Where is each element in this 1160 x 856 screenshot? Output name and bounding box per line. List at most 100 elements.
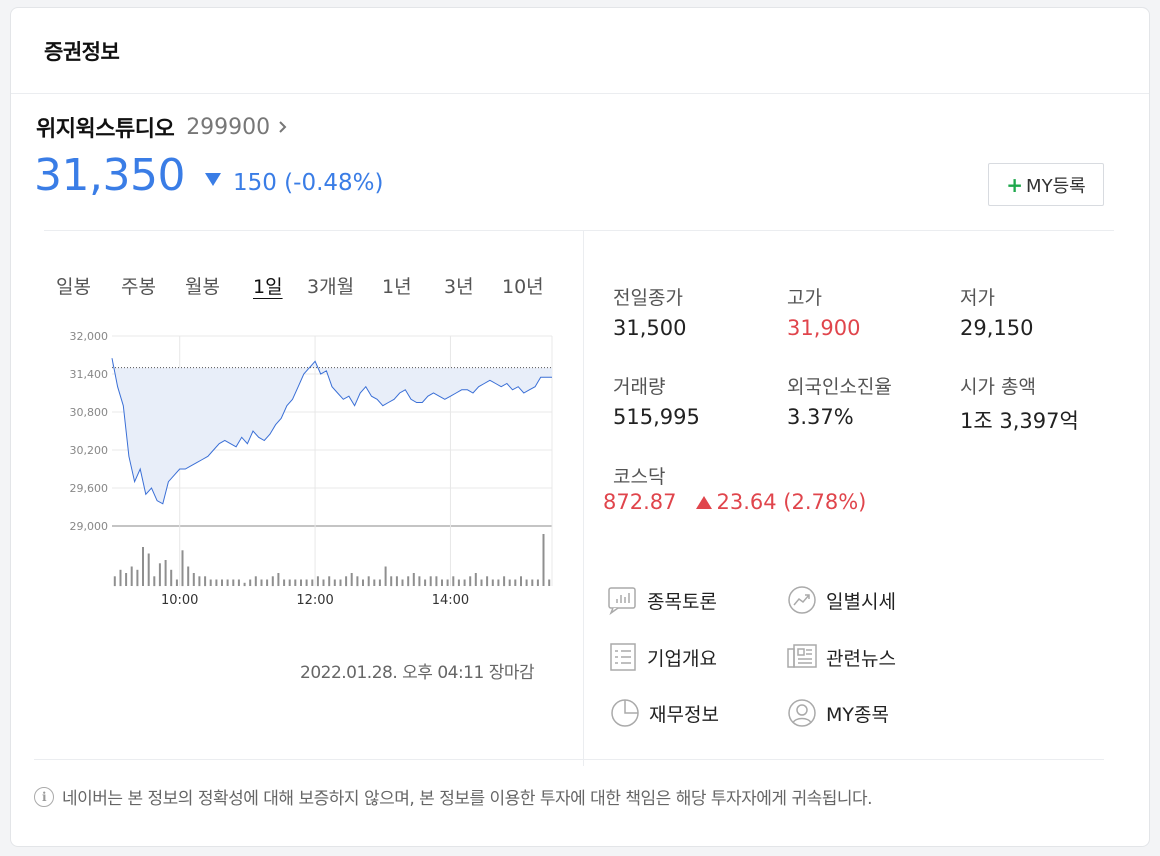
down-triangle-icon	[204, 173, 221, 186]
volume-bar	[305, 579, 308, 586]
y-tick-label: 30,800	[70, 406, 109, 419]
volume-bar	[322, 579, 325, 586]
price-change: 150 (-0.48%)	[232, 170, 384, 196]
finance-label: 재무정보	[649, 703, 719, 726]
volume-bar	[401, 579, 404, 586]
y-tick-label: 29,600	[70, 482, 109, 495]
my-stocks-link[interactable]: MY종목	[786, 697, 889, 729]
volume-bar	[339, 579, 342, 586]
index-label-box: 코스닥	[613, 462, 665, 489]
volume-bar	[367, 576, 370, 587]
card-title: 증권정보	[44, 40, 120, 64]
volume-bar	[243, 582, 246, 587]
volume-bar	[435, 576, 438, 587]
discussion-label: 종목토론	[647, 590, 717, 613]
tab-3years[interactable]: 3년	[444, 276, 474, 298]
volume-bar	[328, 576, 331, 587]
price-area	[112, 358, 552, 504]
x-tick-label: 14:00	[432, 593, 469, 608]
tab-1year[interactable]: 1년	[382, 276, 412, 298]
stat-label: 거래량	[613, 376, 666, 398]
volume-bar	[548, 579, 551, 586]
tab-monthly[interactable]: 월봉	[185, 276, 220, 298]
volume-bar	[452, 576, 455, 587]
index-label: 코스닥	[613, 466, 666, 488]
disclaimer-text: 네이버는 본 정보의 정확성에 대해 보증하지 않으며, 본 정보를 이용한 투…	[62, 789, 873, 809]
disclaimer: i 네이버는 본 정보의 정확성에 대해 보증하지 않으며, 본 정보를 이용한…	[34, 759, 1104, 809]
stock-name-link[interactable]: 위지윅스튜디오 299900	[36, 111, 290, 143]
tab-10years[interactable]: 10년	[502, 276, 544, 298]
company-link[interactable]: 기업개요	[607, 641, 717, 673]
volume-bar	[198, 576, 201, 587]
volume-bar	[271, 576, 274, 587]
stat-market-cap: 시가 총액 1조 3,397억	[960, 372, 1079, 435]
stat-label: 시가 총액	[960, 376, 1036, 398]
tab-daily[interactable]: 일봉	[56, 276, 91, 298]
pie-chart-icon	[611, 699, 639, 727]
y-tick-label: 30,200	[70, 444, 109, 457]
volume-bar	[260, 579, 263, 586]
my-register-button[interactable]: + MY등록	[988, 163, 1104, 206]
stat-label: 외국인소진율	[787, 376, 892, 398]
stat-high: 고가 31,900	[787, 283, 860, 340]
stock-code: 299900	[186, 114, 271, 140]
volume-bar	[153, 576, 156, 587]
price-row: 31,350 150 (-0.48%)	[34, 150, 384, 201]
index-change: 23.64 (2.78%)	[716, 490, 867, 514]
volume-bar	[373, 579, 376, 586]
volume-bar	[384, 566, 387, 586]
stat-value: 515,995	[613, 405, 700, 429]
volume-bar	[542, 534, 545, 586]
trend-up-icon	[788, 586, 816, 614]
index-value: 872.87	[603, 490, 677, 514]
news-link[interactable]: 관련뉴스	[786, 641, 896, 673]
volume-bar	[311, 579, 314, 586]
volume-bar	[514, 579, 517, 586]
volume-bar	[249, 579, 252, 586]
y-tick-label: 32,000	[70, 330, 109, 343]
tab-weekly[interactable]: 주봉	[121, 276, 156, 298]
tab-3months[interactable]: 3개월	[307, 276, 355, 298]
volume-bar	[491, 579, 494, 586]
stat-low: 저가 29,150	[960, 283, 1033, 340]
volume-bar	[187, 566, 190, 586]
plus-icon: +	[1006, 172, 1024, 197]
volume-bar	[130, 566, 133, 586]
volume-bar	[136, 569, 139, 587]
stat-volume: 거래량 515,995	[613, 372, 700, 429]
volume-bar	[254, 576, 257, 587]
document-list-icon	[610, 643, 636, 671]
stat-label: 저가	[960, 287, 995, 309]
volume-bar	[226, 579, 229, 586]
stat-value: 31,900	[787, 316, 861, 340]
stat-value: 1조 3,397억	[960, 409, 1079, 433]
volume-bar	[362, 579, 364, 586]
volume-bar	[277, 573, 280, 586]
finance-link[interactable]: 재무정보	[609, 697, 719, 729]
volume-bar	[480, 579, 483, 586]
volume-bar	[125, 573, 128, 586]
volume-bar	[113, 576, 116, 587]
volume-bar	[508, 579, 511, 586]
volume-bar	[424, 579, 427, 586]
stat-value: 3.37%	[787, 405, 854, 429]
tab-1day[interactable]: 1일	[253, 276, 283, 298]
price-line	[111, 358, 552, 505]
volume-bar	[209, 579, 212, 586]
discussion-link[interactable]: 종목토론	[607, 584, 717, 616]
y-tick-label: 29,000	[70, 520, 109, 533]
volume-bar	[215, 579, 218, 586]
stat-foreign-ratio: 외국인소진율 3.37%	[787, 372, 892, 429]
volume-bar	[164, 560, 167, 586]
volume-bar	[520, 576, 522, 587]
volume-bar	[266, 579, 269, 586]
current-price: 31,350	[34, 150, 185, 201]
volume-bar	[525, 579, 528, 586]
volume-bar	[390, 576, 393, 587]
volume-bar	[497, 579, 500, 586]
my-register-label: MY등록	[1026, 175, 1086, 197]
daily-price-link[interactable]: 일별시세	[786, 584, 896, 616]
info-icon: i	[34, 786, 54, 807]
volume-bar	[446, 579, 449, 586]
volume-bar	[158, 563, 161, 587]
